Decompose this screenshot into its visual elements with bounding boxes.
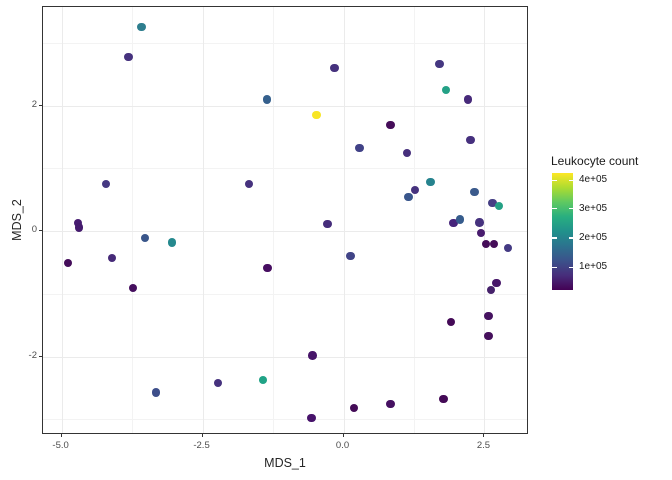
major-gridline-x xyxy=(484,7,486,433)
minor-gridline-y xyxy=(43,168,527,170)
major-gridline-x xyxy=(202,7,204,433)
legend-label: 2e+05 xyxy=(579,231,608,243)
major-gridline-y xyxy=(43,356,527,358)
data-point xyxy=(128,283,138,293)
data-point xyxy=(484,331,493,341)
x-tick-label: 2.5 xyxy=(476,440,491,451)
data-point xyxy=(463,95,473,104)
data-point xyxy=(323,219,332,229)
data-point xyxy=(486,285,496,295)
data-point xyxy=(466,135,475,145)
data-point xyxy=(494,201,504,211)
legend-tick xyxy=(568,179,573,181)
x-axis-tick xyxy=(483,434,485,437)
data-point xyxy=(101,179,111,189)
plot-panel xyxy=(42,6,528,434)
x-axis-tick xyxy=(201,434,203,437)
minor-gridline-x xyxy=(413,7,415,433)
data-point xyxy=(449,218,458,228)
legend-tick xyxy=(552,208,557,210)
data-point xyxy=(402,148,412,158)
data-point xyxy=(455,215,465,224)
data-point xyxy=(488,198,497,208)
legend-tick xyxy=(568,266,573,268)
minor-gridline-y xyxy=(43,293,527,295)
minor-gridline-y xyxy=(43,419,527,421)
y-axis-tick xyxy=(39,104,42,106)
data-point xyxy=(140,233,150,243)
data-point xyxy=(258,375,268,385)
data-point xyxy=(73,218,83,228)
y-tick-label: 2 xyxy=(31,98,37,110)
colorbar-legend: Leukocyte count 4e+05 3e+05 2e+05 1e+05 xyxy=(549,150,669,310)
data-point xyxy=(404,192,413,202)
legend-tick xyxy=(568,237,573,239)
data-point xyxy=(446,317,456,327)
data-point xyxy=(63,258,73,268)
data-point xyxy=(308,351,317,360)
x-axis-tick xyxy=(342,434,344,437)
data-point xyxy=(441,85,451,95)
data-point xyxy=(470,187,479,197)
y-tick-label: -2 xyxy=(28,349,37,361)
data-point xyxy=(435,59,444,69)
data-point xyxy=(484,311,493,320)
major-gridline-y xyxy=(43,231,527,233)
y-tick-label: 0 xyxy=(31,224,37,236)
x-axis-tick xyxy=(60,434,62,437)
legend-label: 4e+05 xyxy=(579,174,608,186)
major-gridline-x xyxy=(343,7,345,433)
minor-gridline-y xyxy=(43,42,527,44)
x-tick-label: 0.0 xyxy=(335,440,350,451)
data-point xyxy=(151,388,160,397)
data-point xyxy=(386,120,395,130)
y-axis-tick xyxy=(39,230,42,232)
data-point xyxy=(213,378,223,388)
data-point xyxy=(439,394,448,404)
data-point xyxy=(307,413,316,423)
data-point xyxy=(489,239,499,249)
legend-tick xyxy=(568,208,573,210)
data-point xyxy=(124,52,133,62)
data-point xyxy=(503,243,513,253)
data-point xyxy=(481,239,491,249)
major-gridline-x xyxy=(61,7,63,433)
minor-gridline-x xyxy=(132,7,134,433)
x-tick-label: -5.0 xyxy=(52,440,69,451)
legend-label: 1e+05 xyxy=(579,261,608,273)
data-point xyxy=(262,95,272,104)
legend-tick xyxy=(552,237,557,239)
legend-tick xyxy=(552,266,557,268)
viridis-colorbar xyxy=(552,173,573,290)
data-point xyxy=(137,22,146,32)
data-point xyxy=(349,403,359,413)
data-point xyxy=(355,143,364,153)
data-point xyxy=(426,177,435,187)
legend-title: Leukocyte count xyxy=(551,154,639,168)
minor-gridline-x xyxy=(273,7,275,433)
data-point xyxy=(410,185,420,195)
data-point xyxy=(107,253,117,263)
data-point xyxy=(74,223,84,232)
legend-label: 3e+05 xyxy=(579,202,608,214)
data-point xyxy=(386,399,395,409)
y-axis-tick xyxy=(39,355,42,357)
major-gridline-y xyxy=(43,105,527,107)
x-axis-title: MDS_1 xyxy=(264,456,306,470)
legend-tick xyxy=(552,179,557,181)
data-point xyxy=(312,110,321,120)
data-point xyxy=(475,218,484,227)
data-point xyxy=(263,263,272,273)
data-point xyxy=(492,278,501,288)
data-point xyxy=(476,228,486,238)
data-point xyxy=(244,179,254,189)
data-point xyxy=(167,238,177,247)
x-tick-label: -2.5 xyxy=(193,440,210,451)
data-point xyxy=(330,63,339,73)
data-point xyxy=(346,251,355,261)
